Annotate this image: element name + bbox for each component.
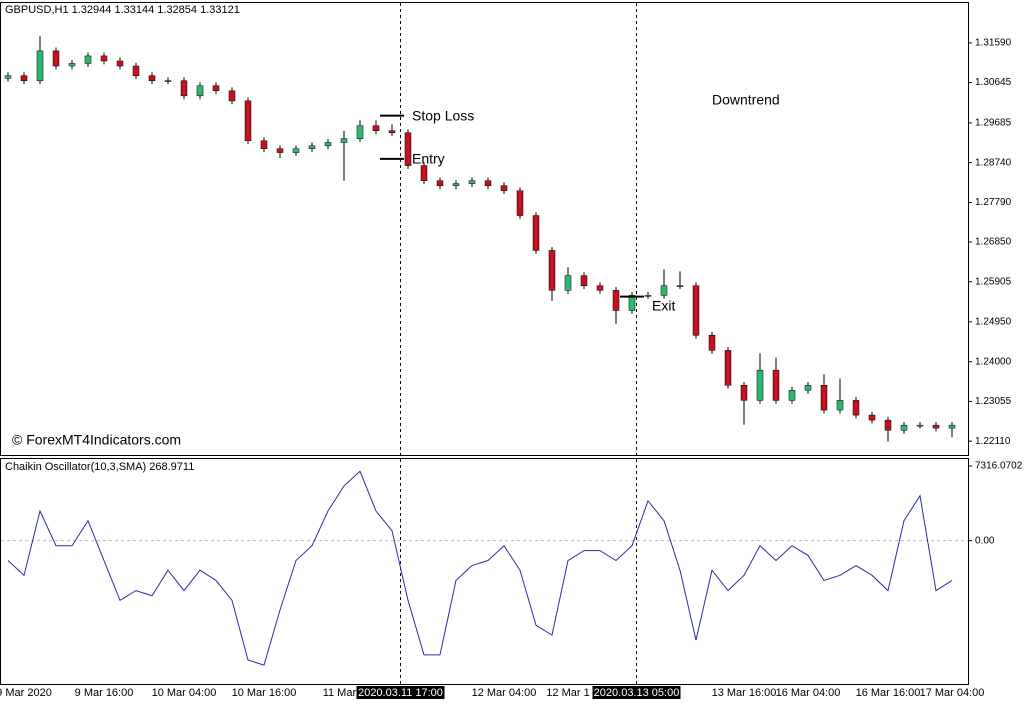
x-tick-label: 11 Mar 0	[323, 687, 366, 699]
x-tick-label: 10 Mar 16:00	[232, 687, 297, 699]
candle-body	[52, 50, 60, 67]
x-tick-label: 9 Mar 2020	[0, 687, 52, 699]
candle-body	[292, 148, 300, 153]
y-tick-label: 1.23055	[975, 396, 1012, 407]
candle-body	[116, 60, 124, 67]
candle-body	[404, 132, 412, 166]
y-tick-label: 1.24950	[975, 316, 1012, 327]
candle-body	[884, 419, 892, 431]
candle-body	[372, 125, 380, 131]
candle-body	[468, 180, 476, 184]
candle-body	[580, 275, 588, 286]
candle-body	[612, 290, 620, 311]
candle-body	[244, 100, 252, 142]
candle-body	[948, 424, 956, 429]
candle-body	[68, 63, 76, 67]
candle-body	[708, 335, 716, 351]
indicator-title: Chaikin Oscillator(10,3,SMA) 268.9711	[5, 461, 194, 473]
candle-body	[164, 80, 172, 82]
candle-body	[420, 165, 428, 181]
candle-body	[900, 424, 908, 431]
candle-body	[596, 285, 604, 291]
candle-body	[436, 180, 444, 186]
x-tick-label: 12 Mar 1	[546, 687, 589, 699]
candle-body	[84, 55, 92, 64]
y-tick-label: 7316.0702	[975, 461, 1023, 472]
candle-body	[228, 90, 236, 102]
candle-body	[820, 385, 828, 411]
crosshair-label: 2020.03.13 05:00	[594, 687, 680, 699]
candle-body	[804, 385, 812, 391]
x-tick-label: 10 Mar 04:00	[152, 687, 217, 699]
crosshair-label: 2020.03.11 17:00	[358, 687, 443, 699]
candle-body	[868, 414, 876, 421]
price-panel	[0, 2, 969, 456]
candle-body	[628, 295, 636, 311]
candle-body	[836, 400, 844, 411]
annotation: Exit	[652, 297, 675, 313]
candle-body	[340, 138, 348, 143]
candle-body	[4, 75, 12, 79]
candle-body	[852, 400, 860, 416]
x-tick-label: 16 Mar 16:00	[856, 687, 921, 699]
chart-title: GBPUSD,H1 1.32944 1.33144 1.32854 1.3312…	[5, 4, 240, 16]
candle-body	[772, 369, 780, 401]
watermark: © ForexMT4Indicators.com	[12, 432, 181, 448]
candle-body	[644, 295, 652, 297]
y-tick-label: 1.26850	[975, 237, 1012, 248]
annotation: Entry	[412, 151, 445, 167]
y-tick-label: 1.29685	[975, 118, 1012, 129]
candle-body	[500, 185, 508, 192]
crosshair-label-bg	[592, 686, 681, 699]
candle-body	[212, 85, 220, 92]
candle-body	[516, 190, 524, 216]
candle-body	[932, 424, 940, 429]
candle-body	[20, 75, 28, 81]
candle-body	[324, 142, 332, 147]
candle-body	[100, 55, 108, 62]
y-tick-label: 1.27790	[975, 197, 1012, 208]
candle-body	[660, 285, 668, 296]
y-tick-label: 1.25905	[975, 276, 1012, 287]
candle-body	[532, 215, 540, 251]
candle-body	[740, 385, 748, 401]
candle-body	[356, 125, 364, 139]
candle-body	[388, 130, 396, 134]
candle-body	[180, 80, 188, 97]
candle-body	[676, 285, 684, 287]
y-tick-label: 1.28740	[975, 157, 1012, 168]
y-tick-label: 0.00	[975, 535, 995, 546]
candle-body	[148, 75, 156, 81]
trend-label: Downtrend	[712, 92, 780, 108]
candle-body	[724, 350, 732, 386]
y-tick-label: 1.24000	[975, 356, 1012, 367]
candle-body	[788, 390, 796, 401]
annotation: Stop Loss	[412, 107, 474, 123]
x-tick-label: 9 Mar 16:00	[75, 687, 134, 699]
y-tick-label: 1.30645	[975, 77, 1012, 88]
y-tick-label: 1.22110	[975, 436, 1011, 447]
x-tick-label: 17 Mar 04:00	[920, 687, 985, 699]
y-tick-label: 1.31590	[975, 38, 1012, 49]
candle-body	[260, 140, 268, 150]
oscillator-line	[7, 470, 953, 666]
candle-body	[564, 275, 572, 291]
x-tick-label: 16 Mar 04:00	[776, 687, 841, 699]
candle-body	[36, 50, 44, 81]
candle-body	[916, 424, 924, 427]
x-tick-label: 13 Mar 16:00	[712, 687, 777, 699]
candle-body	[276, 148, 284, 153]
candle-body	[308, 145, 316, 150]
candle-body	[196, 85, 204, 97]
crosshair-label-bg	[356, 686, 445, 699]
candle-body	[692, 285, 700, 336]
x-tick-label: 12 Mar 04:00	[472, 687, 537, 699]
candle-body	[484, 180, 492, 186]
candle-body	[132, 65, 140, 76]
candle-body	[452, 183, 460, 186]
oscillator-panel	[0, 458, 969, 685]
candle-body	[548, 250, 556, 291]
candle-body	[756, 369, 764, 401]
